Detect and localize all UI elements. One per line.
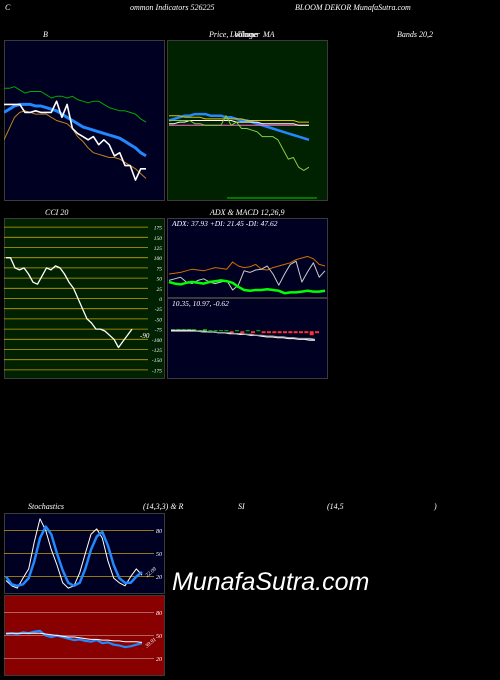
rsi-tick-label: 50 bbox=[156, 634, 162, 640]
stoch-title-e: ) bbox=[434, 502, 437, 511]
cci-tick-label: -75 bbox=[155, 328, 163, 334]
bollinger-panel bbox=[4, 40, 165, 201]
macd-histogram-bar bbox=[229, 331, 234, 334]
cci-tick-label: 0 bbox=[159, 297, 162, 303]
rsi-tick-label: 80 bbox=[156, 611, 162, 617]
cci-tick-label: -50 bbox=[155, 317, 163, 323]
macd-histogram-bar bbox=[299, 331, 303, 334]
rsi-rsi-ma-line bbox=[6, 632, 143, 643]
macd-values: 10.35, 10.97, -0.62 bbox=[172, 299, 229, 308]
price-ma-chart bbox=[167, 40, 328, 201]
price-ma-blue-line bbox=[168, 112, 310, 141]
bollinger-chart bbox=[4, 40, 165, 201]
cci-tick-label: -125 bbox=[152, 348, 162, 354]
bollinger-middle-band-line bbox=[4, 102, 147, 158]
bollinger-title: B bbox=[43, 30, 48, 39]
cci-tick-label: -100 bbox=[152, 338, 162, 344]
cci-title: CCI 20 bbox=[45, 208, 69, 217]
cci-tick-label: -150 bbox=[152, 358, 162, 364]
stoch-title-c: SI bbox=[238, 502, 245, 511]
panel-background bbox=[4, 40, 165, 201]
price-title-a: Price, bbox=[209, 30, 229, 39]
cci-last-label: -90 bbox=[140, 332, 150, 340]
cci-tick-label: 100 bbox=[154, 256, 163, 262]
cci-tick-label: 25 bbox=[157, 287, 163, 293]
macd-histogram-bar bbox=[203, 329, 207, 332]
macd-chart bbox=[167, 298, 328, 379]
macd-histogram-bar bbox=[261, 331, 266, 334]
macd-histogram-bar bbox=[272, 331, 277, 334]
price-title-c: MA bbox=[263, 30, 275, 39]
bollinger-upper-band-line bbox=[4, 86, 147, 123]
stoch-title-b: (14,3,3) & R bbox=[143, 502, 184, 511]
stochastics-panel: 80 50 20 22.09 bbox=[4, 513, 165, 594]
header-indicators: ommon Indicators 526225 bbox=[130, 3, 215, 12]
price-ma-panel bbox=[167, 40, 328, 201]
stochastics-d-line bbox=[4, 525, 143, 588]
adx-plus-di-line bbox=[168, 255, 326, 275]
cci-tick-label: 125 bbox=[154, 246, 163, 252]
cci-chart: 175 150 125 100 75 50 25 0 -25 -50 -75 -100 -125 -150… bbox=[4, 218, 165, 379]
price-ma-white-line bbox=[169, 120, 309, 126]
adx-adx-line bbox=[168, 279, 326, 295]
macd-histogram-bar bbox=[315, 331, 319, 334]
cci-line bbox=[6, 257, 133, 349]
cci-panel: 175 150 125 100 75 50 25 0 -25 -50 -75 -100 -125 -150… bbox=[4, 218, 165, 379]
adx-chart bbox=[167, 218, 328, 298]
adx-macd-title: ADX & MACD 12,26,9 bbox=[210, 208, 285, 217]
watermark: MunafaSutra.com bbox=[172, 568, 370, 596]
rsi-panel: 80 50 20 39.91 bbox=[4, 595, 165, 676]
macd-histogram-bar bbox=[224, 330, 229, 332]
stochastics-tick-label: 20 bbox=[156, 575, 162, 581]
header-letter: C bbox=[5, 3, 11, 12]
macd-histogram-bar bbox=[208, 330, 213, 332]
cci-tick-label: 175 bbox=[154, 226, 163, 232]
adx-values: ADX: 37.93 +DI: 21.45 -DI: 47.62 bbox=[172, 219, 278, 228]
price-price-line bbox=[169, 115, 310, 171]
price-title-ghost: Lollinger bbox=[230, 30, 260, 39]
bands-title: Bands 20,2 bbox=[397, 30, 433, 39]
adx-panel bbox=[167, 218, 328, 298]
macd-histogram-bar bbox=[283, 331, 287, 334]
bollinger-price-line bbox=[4, 100, 146, 181]
cci-tick-label: 150 bbox=[154, 236, 163, 242]
macd-histogram-bar bbox=[267, 331, 271, 334]
macd-histogram-bar bbox=[245, 330, 250, 332]
cci-tick-label: 50 bbox=[157, 277, 163, 283]
macd-histogram-bar bbox=[256, 330, 261, 332]
macd-panel bbox=[167, 298, 328, 379]
stoch-title-a: Stochastics bbox=[28, 502, 64, 511]
macd-histogram-bar bbox=[219, 330, 223, 332]
macd-histogram-bar bbox=[213, 330, 218, 332]
macd-histogram-bar bbox=[251, 331, 255, 334]
price-title-b: Volume bbox=[234, 30, 258, 39]
rsi-tick-label: 20 bbox=[156, 657, 162, 663]
cci-tick-label: -25 bbox=[155, 307, 163, 313]
cci-tick-label: -175 bbox=[152, 368, 162, 374]
macd-histogram-bar bbox=[293, 331, 298, 334]
macd-histogram-bar bbox=[304, 331, 309, 334]
macd-signal-line bbox=[171, 330, 316, 340]
macd-histogram-bar bbox=[288, 331, 293, 334]
macd-histogram-bar bbox=[240, 331, 245, 334]
cci-tick-label: 75 bbox=[157, 266, 163, 272]
macd-histogram-bar bbox=[235, 330, 239, 332]
stoch-title-d: (14,5 bbox=[327, 502, 344, 511]
header-symbol: BLOOM DEKOR MunafaSutra.com bbox=[295, 3, 411, 12]
price-ma-yellow-line bbox=[169, 115, 309, 123]
macd-histogram-bar bbox=[309, 331, 314, 336]
macd-histogram-bar bbox=[277, 331, 282, 334]
stochastics-tick-label: 50 bbox=[156, 552, 162, 558]
stochastics-tick-label: 80 bbox=[156, 529, 162, 535]
